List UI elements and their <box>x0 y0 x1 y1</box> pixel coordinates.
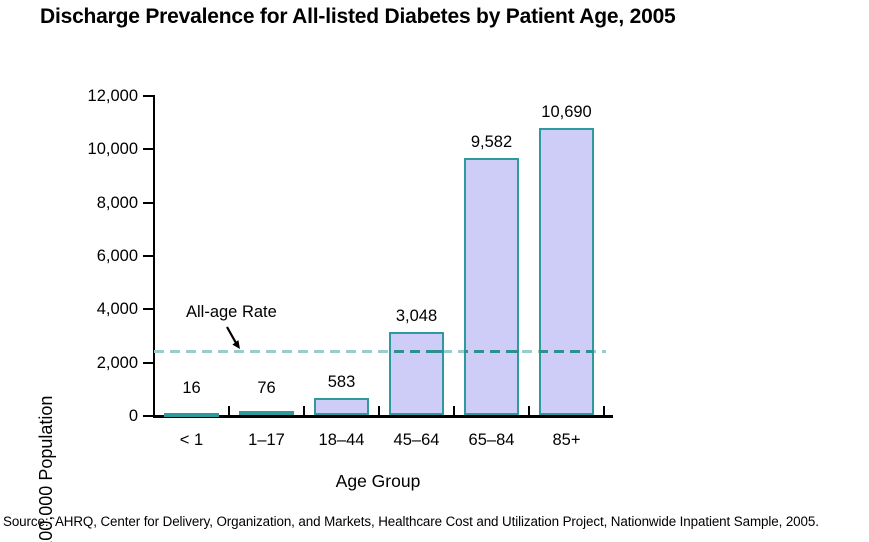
bar <box>164 413 219 417</box>
y-tick-label: 2,000 <box>96 354 138 372</box>
x-tick <box>453 406 455 415</box>
reference-line-dark-segment <box>389 350 444 353</box>
bar-value-label: 583 <box>327 373 356 391</box>
y-tick <box>143 308 153 310</box>
annotation-arrow-icon <box>226 326 240 349</box>
bar-value-label: 9,582 <box>470 133 513 151</box>
reference-line-dark-segment <box>539 350 594 353</box>
chart-title: Discharge Prevalence for All-listed Diab… <box>40 5 676 28</box>
y-tick-label: 0 <box>128 407 138 425</box>
x-category-label: 85+ <box>552 431 581 449</box>
reference-line <box>154 350 606 353</box>
bar-value-label: 76 <box>257 379 276 397</box>
y-tick-label: 8,000 <box>96 194 138 212</box>
bar <box>539 128 594 415</box>
y-tick <box>143 255 153 257</box>
y-tick <box>143 95 153 97</box>
source-note: Source: AHRQ, Center for Delivery, Organ… <box>3 514 819 529</box>
y-tick-label: 12,000 <box>87 87 138 105</box>
y-tick <box>143 148 153 150</box>
x-tick <box>228 406 230 415</box>
reference-line-dark-segment <box>464 350 519 353</box>
y-axis-line <box>153 95 155 418</box>
x-category-label: 1–17 <box>248 431 285 449</box>
bar <box>389 332 444 415</box>
y-tick <box>143 362 153 364</box>
x-category-label: 45–64 <box>393 431 440 449</box>
x-tick <box>303 406 305 415</box>
x-category-label: 18–44 <box>318 431 365 449</box>
bar <box>314 398 369 415</box>
x-axis-line <box>153 415 613 418</box>
bar-value-label: 10,690 <box>541 103 592 121</box>
x-category-label: < 1 <box>179 431 204 449</box>
x-tick <box>528 406 530 415</box>
y-tick <box>143 415 153 417</box>
bar <box>239 411 294 415</box>
annotation-label: All-age Rate <box>186 303 277 321</box>
bar <box>464 158 519 415</box>
y-tick-label: 10,000 <box>87 140 138 158</box>
x-tick <box>378 406 380 415</box>
bar-value-label: 16 <box>182 379 201 397</box>
y-tick-label: 4,000 <box>96 300 138 318</box>
x-category-label: 65–84 <box>468 431 515 449</box>
x-tick <box>603 406 605 415</box>
y-tick <box>143 202 153 204</box>
bar-value-label: 3,048 <box>395 307 438 325</box>
x-axis-title: Age Group <box>335 471 421 491</box>
y-tick-label: 6,000 <box>96 247 138 265</box>
